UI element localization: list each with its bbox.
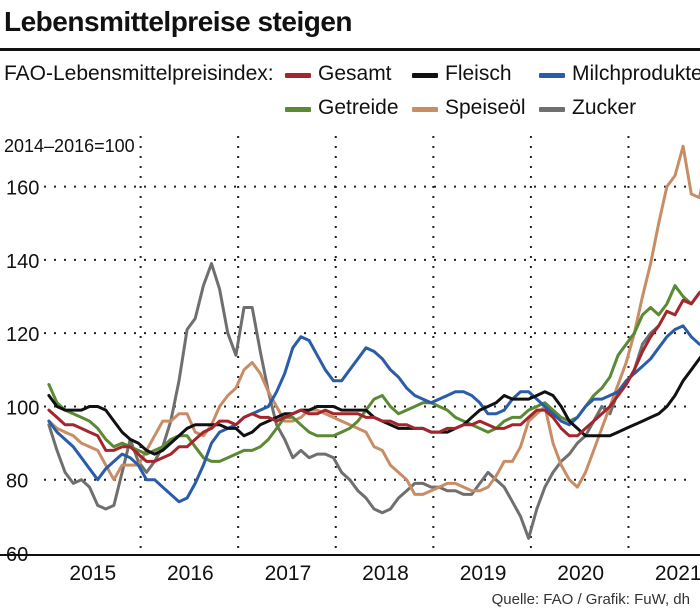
legend-swatch — [539, 107, 565, 112]
y-tick-label: 140 — [6, 251, 39, 273]
series-line-gesamt — [47, 291, 700, 463]
y-tick-label: 80 — [6, 471, 28, 493]
legend-swatch — [412, 107, 438, 112]
y-tick-label: 120 — [6, 324, 39, 346]
legend-label-text: Zucker — [572, 96, 637, 119]
title-rule — [0, 48, 700, 51]
y-tick-label: 60 — [6, 544, 28, 566]
chart-title: Lebensmittelpreise steigen — [4, 6, 353, 37]
x-tick-label: 2017 — [265, 562, 312, 585]
x-tick-label: 2021 — [655, 562, 700, 585]
legend-swatch — [412, 73, 438, 78]
legend-label-text: Fleisch — [445, 62, 512, 85]
legend-label: FAO-Lebensmittelpreisindex: — [4, 62, 274, 85]
x-tick-label: 2019 — [460, 562, 507, 585]
source-credit: Quelle: FAO / Grafik: FuW, dh — [491, 591, 690, 608]
legend-label-text: Getreide — [318, 96, 399, 119]
x-tick-label: 2020 — [557, 562, 604, 585]
y-tick-label: 100 — [6, 397, 39, 419]
x-tick-label: 2016 — [167, 562, 214, 585]
legend-swatch — [285, 107, 311, 112]
series-line-zucker — [47, 262, 661, 540]
series-line-getreide — [47, 284, 700, 463]
series-line-milchprodukte — [47, 324, 700, 504]
x-tick-label: 2018 — [362, 562, 409, 585]
legend-label-text: Milchprodukte — [572, 62, 700, 85]
legend-swatch — [539, 73, 565, 78]
y-tick-label: 160 — [6, 178, 39, 200]
y-axis-unit-label: 2014–2016=100 — [4, 136, 135, 156]
legend-label-text: Gesamt — [318, 62, 392, 85]
legend-swatch — [285, 73, 311, 78]
x-tick-label: 2015 — [69, 562, 116, 585]
legend-label-text: Speiseöl — [445, 96, 526, 119]
series-line-fleisch — [47, 355, 700, 456]
series-line-speiseöl — [47, 144, 700, 496]
